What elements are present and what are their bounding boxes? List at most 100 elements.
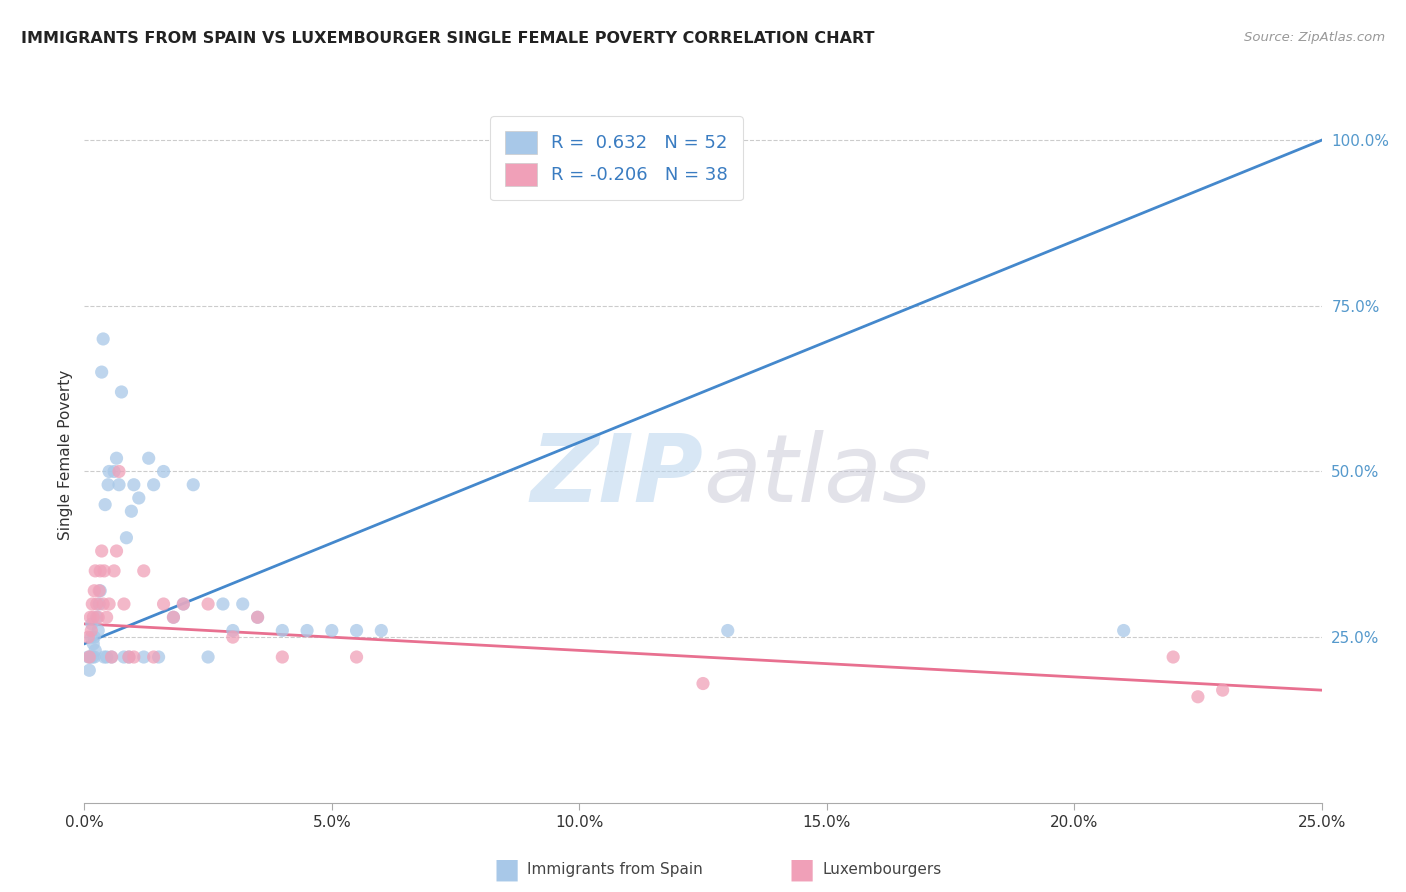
Point [97, 477, 120, 491]
Point [122, 477, 145, 491]
Point [112, 650, 135, 665]
Point [103, 564, 125, 578]
Point [212, 597, 235, 611]
Point [148, 650, 170, 665]
Point [82, 637, 104, 651]
Point [91, 597, 114, 611]
Point [222, 630, 245, 644]
Point [80, 624, 103, 638]
Point [197, 597, 219, 611]
Point [93, 650, 115, 665]
Point [370, 624, 392, 638]
Point [142, 650, 165, 665]
Point [79, 663, 101, 677]
Point [82, 650, 104, 665]
Point [120, 504, 142, 518]
Point [90, 365, 112, 379]
Point [98, 597, 121, 611]
Text: Immigrants from Spain: Immigrants from Spain [527, 863, 703, 877]
Point [98, 465, 121, 479]
Point [152, 597, 174, 611]
Point [83, 583, 105, 598]
Point [82, 610, 104, 624]
Point [108, 465, 131, 479]
Point [295, 624, 318, 638]
Point [162, 610, 184, 624]
Point [246, 610, 269, 624]
Point [271, 650, 294, 665]
Point [692, 676, 714, 690]
Point [222, 624, 245, 638]
Point [197, 650, 219, 665]
Point [118, 650, 141, 665]
Point [79, 610, 101, 624]
Point [232, 597, 254, 611]
Point [108, 477, 131, 491]
Point [132, 564, 155, 578]
Point [115, 531, 138, 545]
Point [89, 597, 111, 611]
Point [93, 564, 115, 578]
Point [83, 630, 105, 644]
Text: ■: ■ [789, 855, 814, 884]
Point [105, 544, 128, 558]
Point [100, 650, 122, 665]
Text: Luxembourgers: Luxembourgers [823, 863, 942, 877]
Point [96, 610, 118, 624]
Point [86, 597, 108, 611]
Point [83, 650, 105, 665]
Point [91, 332, 114, 346]
Point [77, 650, 100, 665]
Point [1212, 683, 1234, 698]
Point [80, 616, 103, 631]
Point [89, 564, 111, 578]
Point [162, 610, 184, 624]
Point [142, 477, 165, 491]
Point [84, 564, 107, 578]
Point [90, 544, 112, 558]
Point [172, 597, 194, 611]
Point [138, 451, 160, 466]
Point [346, 624, 368, 638]
Y-axis label: Single Female Poverty: Single Female Poverty [58, 370, 73, 540]
Point [1112, 624, 1135, 638]
Point [152, 465, 174, 479]
Point [77, 630, 100, 644]
Point [96, 650, 118, 665]
Point [346, 650, 368, 665]
Text: ZIP: ZIP [530, 430, 703, 522]
Point [172, 597, 194, 611]
Text: Source: ZipAtlas.com: Source: ZipAtlas.com [1244, 31, 1385, 45]
Point [1161, 650, 1184, 665]
Point [86, 610, 108, 624]
Point [110, 384, 132, 399]
Point [103, 465, 125, 479]
Point [79, 650, 101, 665]
Point [132, 650, 155, 665]
Point [321, 624, 343, 638]
Point [1187, 690, 1209, 704]
Point [80, 630, 103, 644]
Point [181, 477, 204, 491]
Point [79, 650, 101, 665]
Point [84, 643, 107, 657]
Point [271, 624, 294, 638]
Legend: R =  0.632   N = 52, R = -0.206   N = 38: R = 0.632 N = 52, R = -0.206 N = 38 [491, 116, 742, 201]
Point [94, 498, 117, 512]
Point [717, 624, 740, 638]
Point [100, 650, 122, 665]
Point [105, 451, 128, 466]
Point [87, 610, 110, 624]
Point [122, 650, 145, 665]
Text: atlas: atlas [703, 430, 931, 521]
Point [118, 650, 141, 665]
Text: IMMIGRANTS FROM SPAIN VS LUXEMBOURGER SINGLE FEMALE POVERTY CORRELATION CHART: IMMIGRANTS FROM SPAIN VS LUXEMBOURGER SI… [21, 31, 875, 46]
Point [89, 583, 111, 598]
Point [246, 610, 269, 624]
Point [87, 624, 110, 638]
Point [112, 597, 135, 611]
Point [89, 583, 111, 598]
Point [82, 597, 104, 611]
Text: ■: ■ [494, 855, 519, 884]
Point [128, 491, 150, 505]
